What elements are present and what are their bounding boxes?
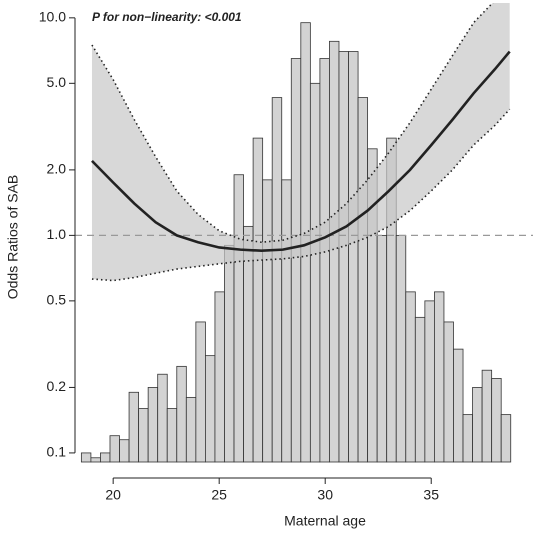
histogram-bar [414, 316, 426, 463]
y-tick-label: 0.1 [47, 444, 67, 460]
histogram-bar [376, 234, 388, 463]
histogram-bar [176, 365, 187, 463]
histogram-bar [262, 179, 273, 463]
histogram-bar [224, 244, 235, 463]
ci-band [91, 3, 510, 281]
plot-area [75, 3, 533, 463]
histogram-bar [119, 439, 130, 463]
histogram-bar [109, 435, 120, 463]
histogram-bar [329, 40, 340, 463]
histogram-bar [233, 174, 244, 463]
y-tick-label: 10.0 [39, 9, 66, 25]
histogram-bar [462, 414, 473, 463]
histogram-bar [90, 457, 101, 463]
histogram-bar [319, 58, 330, 463]
histogram-bar [271, 97, 283, 463]
histogram-bar [405, 291, 416, 463]
histogram-bar [195, 321, 206, 463]
x-tick-label: 30 [317, 487, 333, 503]
or-line [91, 50, 511, 253]
histogram-bar [491, 378, 502, 463]
histogram-bar [357, 97, 369, 463]
histogram-bar [395, 234, 407, 463]
histogram-bar [481, 369, 493, 463]
histogram-bar [472, 387, 483, 463]
histogram-bar [214, 291, 225, 463]
histogram-bar [80, 452, 92, 463]
histogram-bar [434, 291, 445, 463]
histogram-bar [128, 391, 140, 463]
x-tick-label: 20 [105, 487, 121, 503]
y-tick-label: 1.0 [47, 226, 67, 242]
histogram-bar [453, 348, 464, 463]
x-tick-label: 35 [423, 487, 439, 503]
x-axis-title: Maternal age [284, 513, 366, 529]
y-axis-title: Odds Ratios of SAB [5, 175, 21, 300]
histogram-bar [166, 408, 178, 463]
annotation: P for non−linearity: <0.001 [92, 10, 242, 24]
histogram-bar [281, 179, 292, 463]
histogram-bar [205, 355, 216, 463]
y-tick-label: 2.0 [47, 161, 67, 177]
histogram-bar [252, 137, 264, 463]
histogram-bar [100, 452, 111, 463]
histogram-bar [443, 321, 454, 463]
histogram-bar [424, 300, 435, 463]
histogram-bar [147, 387, 159, 463]
ci-lower-line [91, 108, 511, 282]
ci-upper-line [91, 3, 494, 244]
y-tick-label: 0.5 [47, 292, 67, 308]
histogram-bar [157, 373, 168, 463]
histogram-bar [243, 225, 254, 463]
y-tick-label: 5.0 [47, 74, 67, 90]
histogram-bar [348, 51, 359, 463]
histogram-bar [185, 396, 197, 463]
histogram-bar [309, 82, 321, 463]
y-tick-label: 0.2 [47, 378, 67, 394]
histogram-bar [290, 58, 302, 463]
histogram-bar [138, 408, 149, 463]
histogram-bar [500, 414, 512, 463]
histogram-bar [338, 51, 349, 463]
x-tick-label: 25 [211, 487, 227, 503]
